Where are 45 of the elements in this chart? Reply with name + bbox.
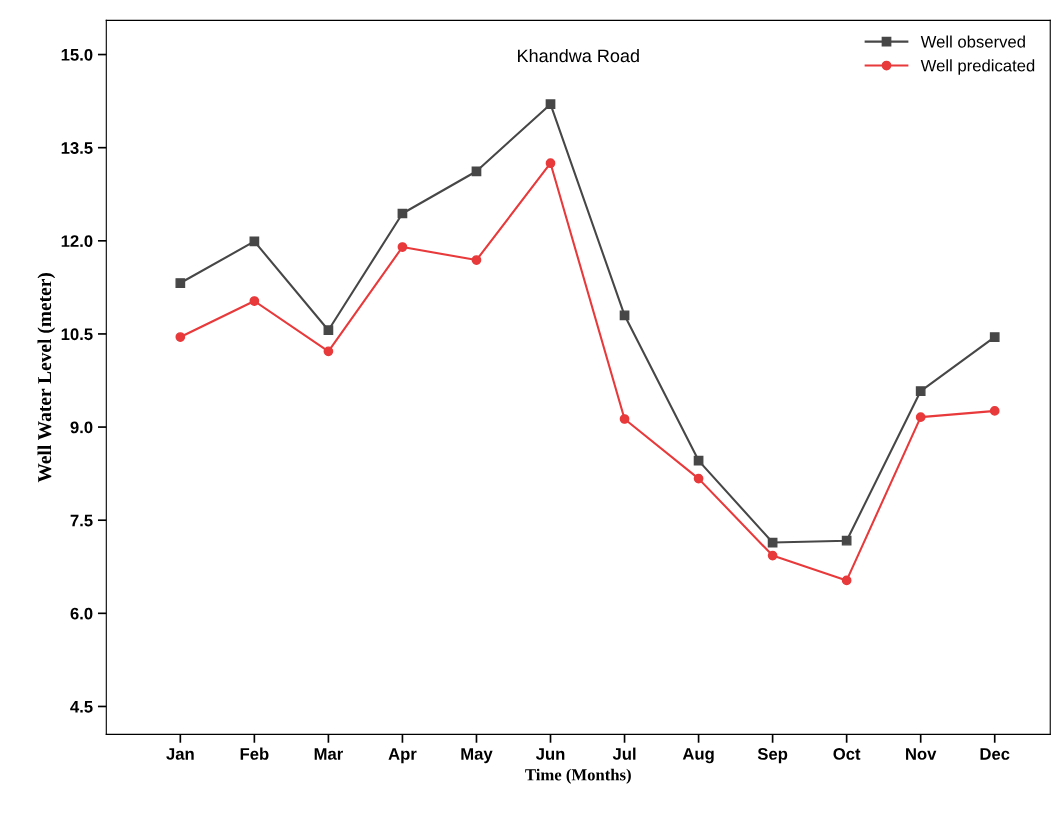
x-tick-label: Jan [166,748,194,760]
point [619,310,630,321]
point [915,386,926,396]
point [767,550,778,561]
point [915,412,926,422]
point [175,278,186,288]
point [841,575,852,586]
point [471,166,482,177]
x-tick-label: Apr [388,748,417,764]
point [249,296,260,306]
y-tick-label: 7.5 [70,514,93,527]
y-tick-label: 15.0 [61,48,93,61]
point [545,158,556,169]
point [471,255,482,265]
x-axis-title: Time (Months) [525,768,631,784]
x-tick-label: Aug [682,748,714,764]
point [397,242,408,252]
y-tick-label: 6.0 [70,607,93,620]
x-tick-label: Oct [833,748,861,760]
point [323,346,334,357]
y-tick-label: 4.5 [70,701,93,713]
y-tick-label: 13.5 [61,142,93,154]
y-tick-label: 9.0 [70,421,93,434]
point [545,99,556,110]
x-tick-label: Jul [612,747,636,760]
point [841,535,852,546]
x-tick-label: Sep [757,748,788,764]
point [619,414,630,424]
x-tick-label: May [461,748,493,764]
point [323,325,334,336]
y-tick-label: 10.5 [61,328,93,341]
x-tick-label: Feb [240,747,269,760]
legend-label: Well observed [920,35,1025,48]
point [989,406,1000,416]
y-tick-label: 12.0 [61,235,93,248]
point [989,332,1000,342]
point [693,473,704,484]
x-tick-label: Jun [535,748,565,760]
x-tick-label: Dec [980,748,1010,760]
y-axis-title: Well Water Level (meter) [37,273,56,483]
point [175,332,186,342]
x-tick-label: Mar [314,748,343,760]
text: Khandwa Road [518,48,639,63]
x-tick-label: Nov [906,748,937,760]
legend-label: Well predicated [920,59,1035,75]
